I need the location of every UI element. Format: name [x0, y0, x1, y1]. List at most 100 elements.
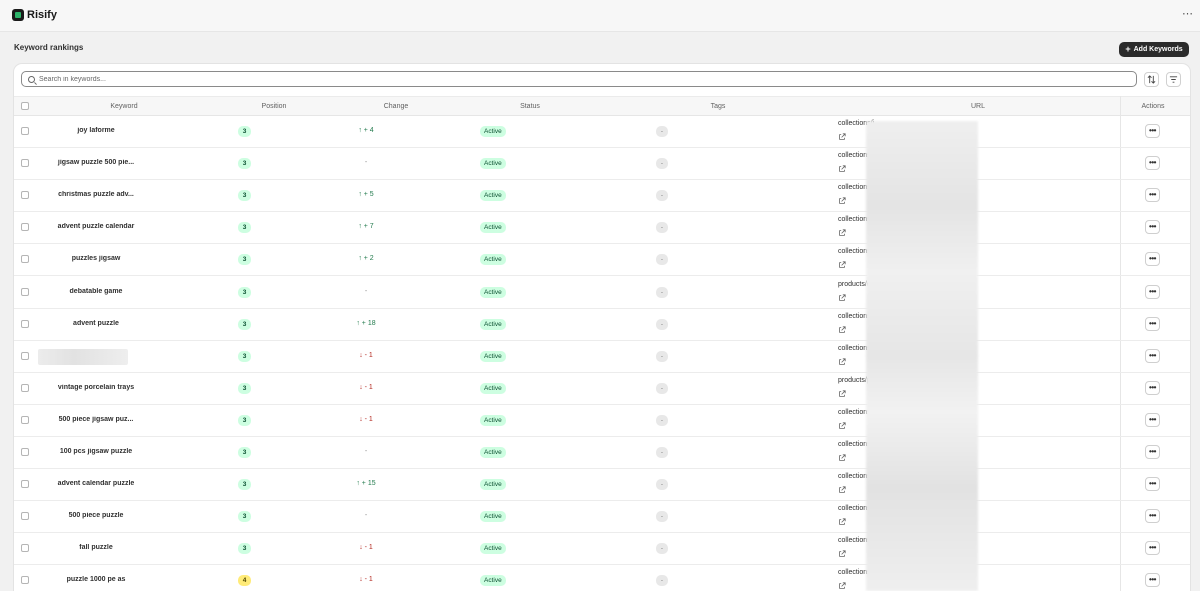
table-row[interactable]: advent puzzle calendar 3 ↑ + 7 Active - colle… [14, 212, 1190, 245]
url-link[interactable]: collections/j [838, 120, 875, 127]
external-link-icon[interactable] [838, 261, 846, 269]
external-link-icon[interactable] [838, 133, 846, 141]
url-link[interactable]: collections/ [838, 408, 873, 416]
add-keywords-button[interactable]: + Add Keywords [1119, 42, 1189, 57]
url-link[interactable]: collections/ [838, 344, 873, 352]
row-checkbox[interactable] [21, 480, 29, 489]
url-link[interactable]: collections/j [838, 184, 875, 192]
row-checkbox[interactable] [21, 127, 29, 135]
row-actions-button[interactable]: ••• [1145, 380, 1160, 395]
row-checkbox[interactable] [21, 415, 29, 424]
more-horizontal-icon[interactable]: ⋯ [1182, 8, 1194, 20]
column-actions: Actions [1141, 103, 1165, 110]
search-input[interactable] [39, 75, 639, 83]
url-link[interactable]: collections/j [838, 312, 875, 320]
row-actions-button[interactable]: ••• [1145, 412, 1160, 427]
column-url[interactable]: URL [970, 103, 985, 110]
external-link-icon[interactable] [838, 582, 846, 590]
change-value: - [364, 159, 368, 167]
row-checkbox[interactable] [21, 383, 29, 392]
url-link[interactable]: products/ph [838, 376, 875, 384]
row-actions-button[interactable]: ••• [1145, 445, 1160, 459]
row-checkbox[interactable] [21, 191, 29, 200]
url-link[interactable]: collections/a [838, 537, 877, 545]
url-link[interactable]: products/de [838, 280, 875, 288]
table-row[interactable]: joy laforme 3 ↑ + 4 Active - collections/j ••• [14, 116, 1190, 148]
row-checkbox[interactable] [21, 255, 29, 264]
row-actions-button[interactable]: ••• [1145, 316, 1160, 331]
row-actions-button[interactable]: ••• [1145, 220, 1160, 235]
row-checkbox[interactable] [21, 576, 29, 585]
filter-button[interactable] [1166, 72, 1181, 87]
external-link-icon[interactable] [838, 293, 846, 302]
row-actions-button[interactable]: ••• [1145, 124, 1160, 138]
row-checkbox[interactable] [21, 544, 29, 553]
row-actions-button[interactable]: ••• [1145, 284, 1160, 299]
external-link-icon[interactable] [838, 390, 846, 398]
row-actions-button[interactable]: ••• [1145, 573, 1160, 588]
table-row[interactable]: vintage porcelain trays 3 ↓ - 1 Active - prod… [14, 373, 1190, 405]
external-link-icon[interactable] [838, 325, 846, 334]
table-row[interactable]: 500 piece puzzle 3 - Active - collections/j ••… [14, 501, 1190, 534]
table-row[interactable]: debatable game 3 - Active - products/de ••• [14, 277, 1190, 309]
url-link[interactable]: collections/j [838, 473, 875, 481]
table-row[interactable]: puzzles jigsaw 3 ↑ + 2 Active - collections/j… [14, 244, 1190, 277]
risify-logo-icon [12, 9, 24, 21]
external-link-icon[interactable] [838, 165, 846, 173]
table-row[interactable]: 500 piece jigsaw puz... 3 ↓ - 1 Active - coll… [14, 405, 1190, 437]
row-actions-button[interactable]: ••• [1145, 509, 1160, 524]
external-link-icon[interactable] [838, 358, 846, 366]
column-position[interactable]: Position [261, 103, 287, 110]
external-link-icon[interactable] [838, 486, 846, 494]
url-link[interactable]: collections/j [838, 216, 875, 224]
row-checkbox[interactable] [21, 223, 29, 232]
url-link[interactable]: collections/ [838, 569, 873, 577]
brand[interactable]: Risify [12, 9, 57, 21]
table-row[interactable]: christmas puzzle adv... 3 ↑ + 5 Active - coll… [14, 180, 1190, 213]
table-row[interactable]: 3 ↓ - 1 Active - collections/ ••• [14, 341, 1190, 373]
tags-badge: - [656, 414, 668, 426]
table-row[interactable]: advent calendar puzzle 3 ↑ + 15 Active - coll… [14, 469, 1190, 502]
table-row[interactable]: jigsaw puzzle 500 pie... 3 - Active - collect… [14, 148, 1190, 181]
external-link-icon[interactable] [838, 229, 846, 237]
row-actions-button[interactable]: ••• [1145, 348, 1160, 363]
column-change[interactable]: Change [383, 103, 409, 110]
url-link[interactable]: collections/ [838, 441, 873, 448]
table-row[interactable]: 100 pcs jigsaw puzzle 3 - Active - collection… [14, 437, 1190, 469]
url-link[interactable]: collections/j [838, 248, 875, 256]
position-badge: 3 [238, 158, 251, 170]
row-checkbox[interactable] [21, 287, 29, 296]
external-link-icon[interactable] [838, 550, 846, 558]
row-actions-button[interactable]: ••• [1145, 188, 1160, 203]
change-value: ↑ + 18 [356, 319, 376, 327]
url-link[interactable]: collections/j [838, 505, 875, 513]
search-field[interactable] [21, 71, 1137, 87]
column-tags[interactable]: Tags [710, 103, 726, 110]
row-checkbox[interactable] [21, 159, 29, 168]
column-status[interactable]: Status [520, 103, 540, 110]
row-checkbox[interactable] [21, 448, 29, 456]
row-checkbox[interactable] [21, 319, 29, 328]
external-link-icon[interactable] [838, 454, 846, 462]
external-link-icon[interactable] [838, 422, 846, 430]
status-badge: Active [480, 286, 506, 298]
row-actions-button[interactable]: ••• [1145, 477, 1160, 492]
row-actions-button[interactable]: ••• [1145, 252, 1160, 267]
position-badge: 3 [238, 382, 251, 394]
row-checkbox[interactable] [21, 512, 29, 521]
row-actions-button[interactable]: ••• [1145, 541, 1160, 556]
tags-badge: - [656, 190, 668, 202]
table-row[interactable]: puzzle 1000 pe as 4 ↓ - 1 Active - collection… [14, 565, 1190, 591]
url-link[interactable]: collections/ [838, 152, 873, 160]
select-all-checkbox[interactable] [21, 102, 29, 110]
tags-badge: - [656, 511, 668, 523]
table-row[interactable]: fall puzzle 3 ↓ - 1 Active - collections/a ••• [14, 533, 1190, 566]
external-link-icon[interactable] [838, 518, 846, 526]
status-badge: Active [480, 126, 506, 137]
external-link-icon[interactable] [838, 197, 846, 205]
row-actions-button[interactable]: ••• [1145, 156, 1160, 171]
column-keyword[interactable]: Keyword [110, 103, 138, 110]
sort-button[interactable] [1144, 72, 1159, 87]
row-checkbox[interactable] [21, 351, 29, 360]
table-row[interactable]: advent puzzle 3 ↑ + 18 Active - collections/j… [14, 309, 1190, 341]
